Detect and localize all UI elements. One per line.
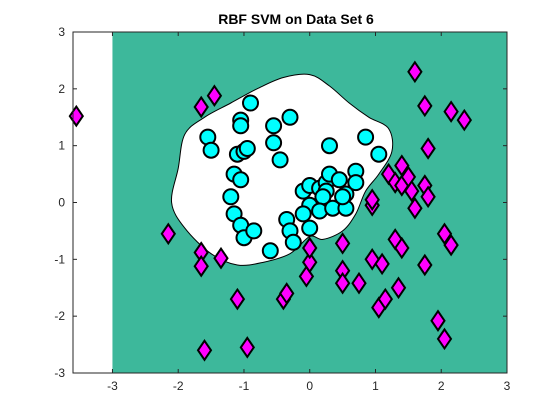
circle-point [284,233,302,251]
diamond-point [377,287,394,311]
y-tick-label: 2 [58,82,65,96]
diamond-point [193,254,209,278]
circle-point [330,171,348,189]
diamond-point [407,196,423,220]
circle-point [232,117,250,135]
diamond-point [394,236,410,260]
circle-point [232,171,250,189]
diamond-point [436,222,453,246]
diamond-point [374,252,390,276]
y-tick-label: 1 [58,139,65,153]
diamond-point [206,84,223,107]
diamond-point [278,282,295,305]
circle-point [301,219,319,237]
diamond-point [456,108,473,132]
y-tick-label: -3 [54,366,65,380]
diamond-point [403,179,420,203]
diamond-point [334,232,351,255]
x-tick-label: 2 [438,379,445,393]
diamond-point [420,185,436,209]
circle-point [347,174,365,192]
diamond-point [436,327,453,351]
circle-point [294,205,312,223]
circle-point [370,145,388,163]
circle-point [238,140,256,157]
diamond-point [443,100,459,123]
chart-title: RBF SVM on Data Set 6 [218,11,374,27]
y-tick-label: -2 [54,309,65,323]
diamond-point [417,94,433,118]
circle-point [245,222,263,240]
circle-point [357,128,375,146]
circle-point [242,94,259,112]
axes: -3 -2 -1 0 1 2 3 -3 -2 -1 0 1 2 3 [54,25,510,393]
diamond-point [407,60,423,84]
y-tick-label: 0 [58,196,65,210]
diamond-point [239,336,256,359]
diamond-point [364,188,380,211]
diamond-point [193,95,209,119]
circle-point [261,242,279,260]
diamond-point [420,137,436,160]
circle-point [265,117,283,135]
x-tick-label: -2 [173,379,184,393]
diamond-point [301,250,318,274]
diamond-point [430,309,446,332]
circle-point [271,151,289,169]
circle-point [321,137,338,155]
diamond-point [213,246,229,270]
y-tick-label: 3 [58,25,65,39]
y-tick-label: -1 [54,252,65,266]
diamond-point [301,236,318,260]
diamond-point [351,271,367,295]
circle-point [265,134,283,152]
x-tick-label: 0 [306,379,313,393]
diamond-point [417,253,433,277]
circle-point [334,188,352,206]
diamond-point [160,222,177,246]
diamond-point [229,287,246,311]
data-markers [68,60,473,362]
circle-point [281,108,299,126]
diamond-point [390,276,407,300]
plot-area [68,31,508,374]
x-tick-label: 3 [504,379,511,393]
x-tick-label: -1 [239,379,250,393]
x-tick-label: -3 [107,379,118,393]
circle-point [222,188,240,206]
diamond-point [334,271,351,295]
diamond-point [196,339,213,362]
diamond-point [443,233,459,257]
circle-point [202,141,220,159]
x-tick-label: 1 [372,379,379,393]
